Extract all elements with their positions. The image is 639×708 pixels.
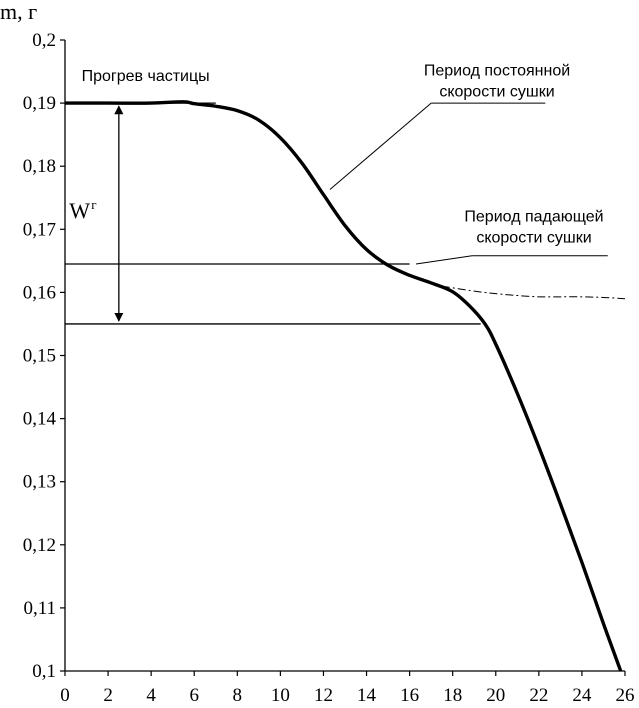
x-tick-label: 10 <box>271 685 290 706</box>
annotation-pointer <box>329 102 432 190</box>
annotations: Прогрев частицы Период постоянной скорости… <box>69 62 608 322</box>
y-tick-label: 0,14 <box>23 409 57 430</box>
y-tick-label: 0,11 <box>23 598 56 619</box>
series-line-main <box>64 100 623 672</box>
y-tick-label: 0,16 <box>23 282 56 303</box>
x-tick-label: 6 <box>189 685 199 706</box>
y-tick-labels: 0,1 0,11 0,12 0,13 0,14 0,15 0,16 0,17 0,18 0,19 0… <box>23 30 57 682</box>
x-tick-labels: 0 2 4 6 8 10 12 14 16 18 20 22 24 26 <box>60 685 634 706</box>
annotation-text: Период падающей <box>464 209 603 226</box>
annotation-text: скорости сушки <box>439 83 554 100</box>
annotation-pointer <box>416 255 473 265</box>
x-tick-label: 14 <box>357 685 377 706</box>
x-tick-label: 16 <box>400 685 419 706</box>
annotation-text: скорости сушки <box>476 230 591 247</box>
reference-lines <box>65 102 481 325</box>
annotation-text: Период постоянной <box>424 62 570 79</box>
x-tick-label: 2 <box>103 685 113 706</box>
x-tick-label: 26 <box>616 685 635 706</box>
x-tick-label: 8 <box>233 685 243 706</box>
x-tick-label: 12 <box>314 685 333 706</box>
x-tick-label: 0 <box>60 685 70 706</box>
x-tick-label: 22 <box>529 685 548 706</box>
x-tick-label: 24 <box>572 685 592 706</box>
w-label: W <box>69 198 90 223</box>
y-tick-label: 0,13 <box>23 472 56 493</box>
y-tick-label: 0,1 <box>32 661 56 682</box>
y-tick-label: 0,18 <box>23 156 56 177</box>
series <box>64 100 626 672</box>
y-tick-label: 0,2 <box>32 30 56 51</box>
w-superscript: г <box>91 197 96 212</box>
y-tick-label: 0,12 <box>23 535 56 556</box>
x-tick-label: 4 <box>146 685 156 706</box>
annotation-text: Прогрев частицы <box>82 68 210 85</box>
x-tick-label: 18 <box>443 685 462 706</box>
axes <box>60 39 626 676</box>
y-axis-title: m, г <box>0 0 37 24</box>
x-tick-label: 20 <box>486 685 505 706</box>
y-tick-label: 0,17 <box>23 219 56 240</box>
y-tick-label: 0,19 <box>23 93 56 114</box>
y-tick-label: 0,15 <box>23 346 56 367</box>
series-line-dashdot <box>441 285 626 300</box>
